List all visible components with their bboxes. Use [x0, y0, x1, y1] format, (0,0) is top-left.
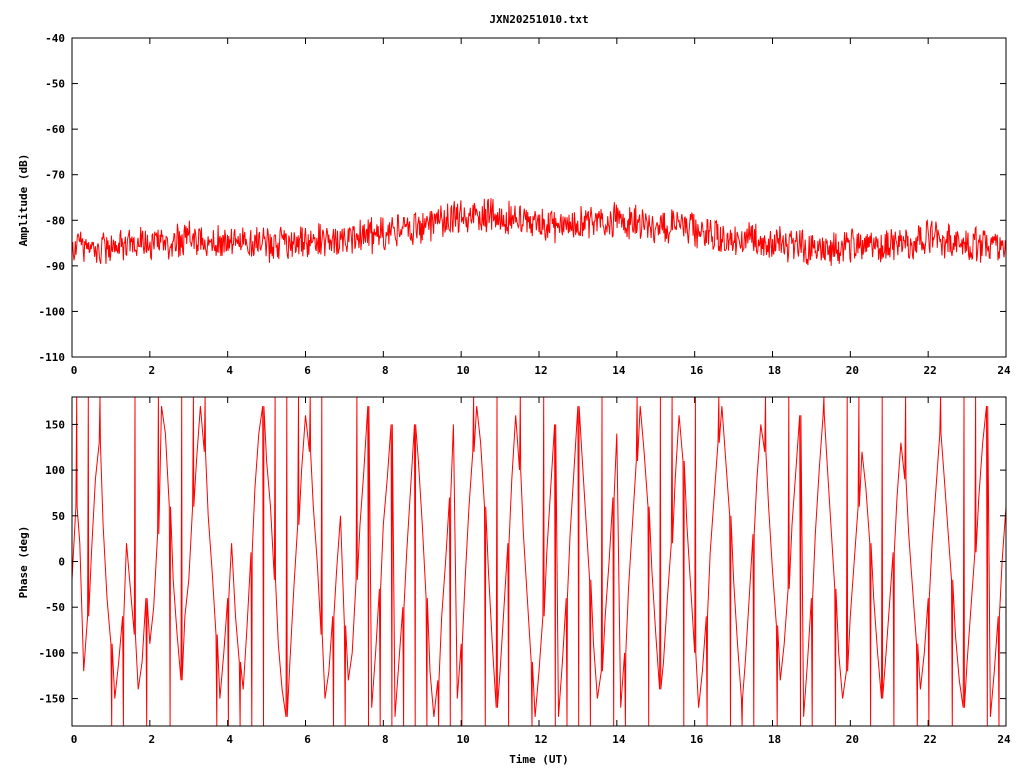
x-tick-label: 14: [612, 364, 626, 377]
y-tick-label: -110: [39, 351, 66, 364]
y-tick-label: -50: [45, 78, 65, 91]
x-tick-label: 24: [997, 364, 1011, 377]
x-tick-label: 10: [457, 733, 470, 746]
y-tick-label: -60: [45, 123, 65, 136]
x-tick-label: 4: [226, 364, 233, 377]
y-tick-label: -90: [45, 260, 65, 273]
chart-title: JXN20251010.txt: [489, 13, 588, 26]
x-tick-label: 14: [612, 733, 626, 746]
x-tick-label: 4: [226, 733, 233, 746]
phase-series-line: [72, 397, 1006, 726]
y-tick-label: -50: [45, 601, 65, 614]
x-tick-label: 6: [304, 364, 311, 377]
x-tick-label: 16: [690, 733, 704, 746]
x-tick-label: 22: [924, 733, 937, 746]
x-tick-label: 8: [382, 733, 389, 746]
x-tick-label: 22: [924, 364, 937, 377]
x-tick-label: 10: [457, 364, 470, 377]
phase-plot: 0 2 4 6 8 10 12 14 16 18 20 22 24150100500-50-100-15…: [39, 396, 1011, 746]
x-tick-label: 2: [149, 364, 156, 377]
y-tick-label: -80: [45, 214, 65, 227]
y-tick-label: -40: [45, 32, 65, 45]
plot-frame: [71, 37, 1007, 358]
amplitude-series-line: [72, 198, 1006, 266]
x-tick-label: 20: [846, 733, 859, 746]
x-tick-label: 6: [304, 733, 311, 746]
x-tick-label: 20: [846, 364, 859, 377]
y-tick-label: -70: [45, 169, 65, 182]
x-tick-label: 18: [768, 733, 781, 746]
x-tick-label: 8: [382, 364, 389, 377]
x-tick-label: 18: [768, 364, 781, 377]
y-tick-label: 50: [52, 510, 65, 523]
y-tick-label: 100: [45, 464, 65, 477]
amplitude-y-label: Amplitude (dB): [17, 154, 30, 247]
x-tick-label: 12: [534, 733, 547, 746]
amplitude-plot: 0 2 4 6 8 10 12 14 16 18 20 22 24-40-50-60-70-80-90-…: [39, 32, 1011, 377]
x-axis-label: Time (UT): [509, 753, 569, 766]
x-tick-label: 0: [71, 364, 78, 377]
y-tick-label: -100: [39, 305, 66, 318]
x-tick-label: 0: [71, 733, 78, 746]
y-tick-label: 150: [45, 418, 65, 431]
y-tick-label: 0: [58, 556, 65, 569]
y-tick-label: -100: [39, 647, 66, 660]
phase-y-label: Phase (deg): [17, 526, 30, 599]
x-tick-label: 24: [997, 733, 1011, 746]
x-tick-label: 12: [534, 364, 547, 377]
x-tick-label: 16: [690, 364, 704, 377]
x-tick-label: 2: [149, 733, 156, 746]
y-tick-label: -150: [39, 693, 66, 706]
